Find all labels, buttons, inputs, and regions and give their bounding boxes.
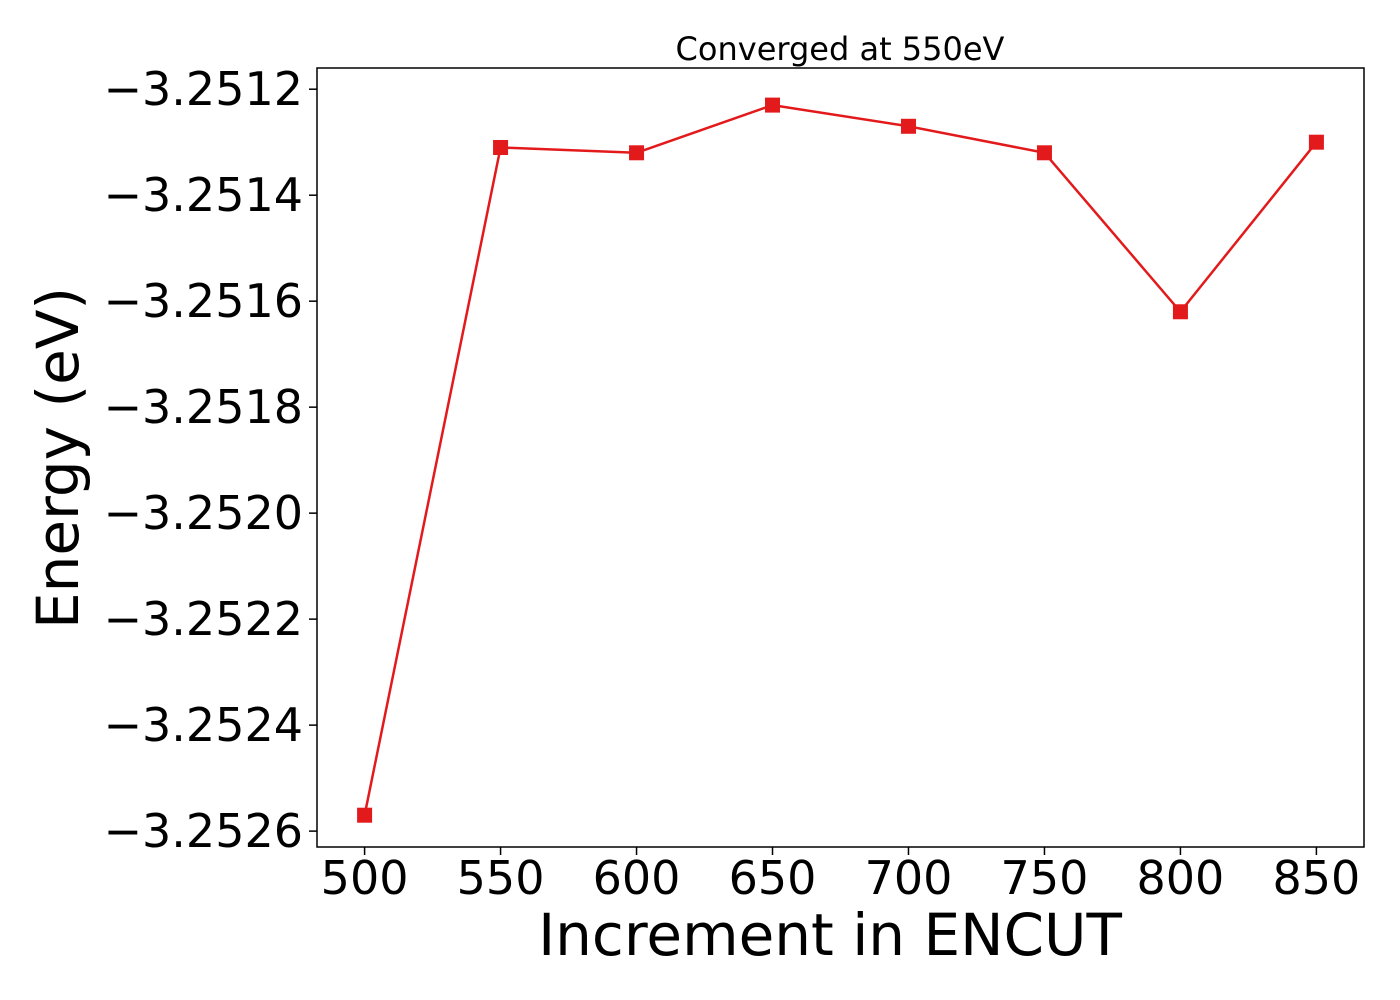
series-line [363,103,1318,816]
y-tick-label: −3.2520 [104,486,304,540]
series-layer [357,97,1324,823]
y-tick-label: −3.2524 [104,698,304,752]
y-tick-label: −3.2526 [104,804,304,858]
y-tick-label: −3.2522 [104,592,304,646]
series-point-marker [357,807,373,823]
y-axis-label: Energy (eV) [24,287,92,629]
series-point-marker [1036,145,1052,161]
y-tick-label: −3.2518 [104,380,304,434]
y-tick-label: −3.2512 [104,62,304,116]
y-axis-ticks: −3.2526 −3.2524 −3.2522 −3.2520 −3.2518 −3.25… [104,62,317,858]
x-tick-label: 600 [593,851,681,905]
x-tick-label: 800 [1137,851,1225,905]
series-point-marker [1172,304,1188,320]
x-axis-ticks: 500 550 600 650 700 750 800 850 [321,847,1361,905]
x-tick-label: 750 [1001,851,1089,905]
x-axis-label: Increment in ENCUT [538,901,1122,969]
x-tick-label: 850 [1273,851,1361,905]
series-point-marker [493,139,509,155]
series-point-marker [629,145,645,161]
y-tick-label: −3.2516 [104,274,304,328]
x-tick-label: 650 [729,851,817,905]
x-tick-label: 500 [321,851,409,905]
x-tick-label: 550 [457,851,545,905]
series-point-marker [765,97,781,113]
plot-area [316,67,1365,848]
chart-title: Converged at 550eV [676,30,1005,68]
series-point-marker [900,118,916,134]
series-point-marker [1308,134,1324,150]
x-tick-label: 700 [865,851,953,905]
y-tick-label: −3.2514 [104,168,304,222]
